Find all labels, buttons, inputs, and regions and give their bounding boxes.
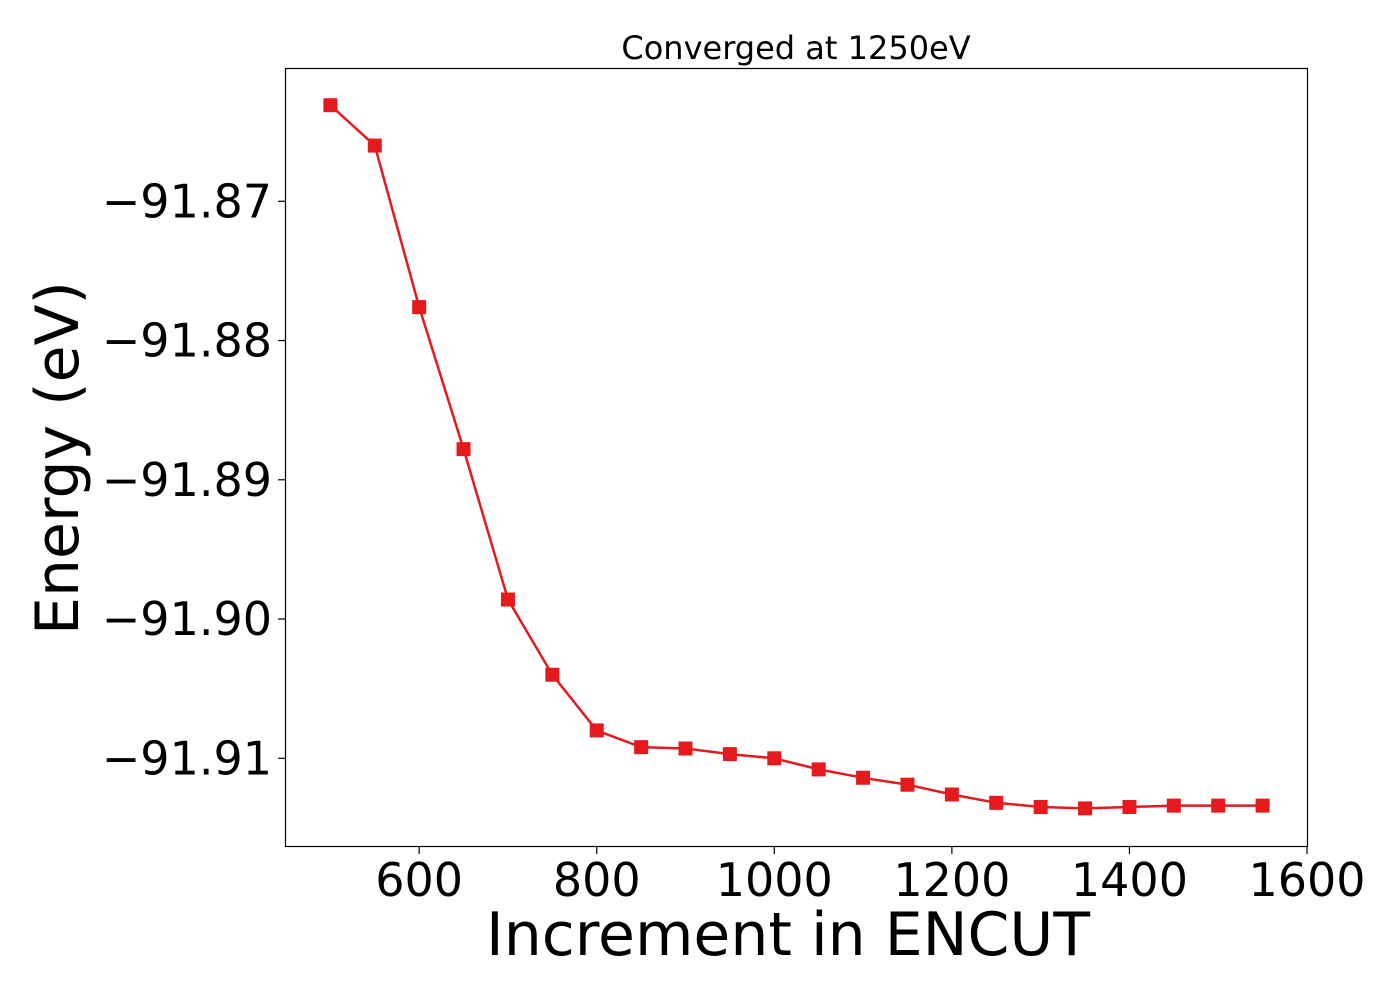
data-point [1166,798,1181,813]
x-axis-label: Increment in ENCUT [486,900,1090,970]
data-point [678,741,693,756]
x-tick-label: 1200 [893,853,1010,907]
x-tick-label: 600 [375,853,463,907]
data-point [634,740,649,755]
plot-area [323,98,1270,816]
data-point [323,98,338,113]
data-point [767,751,782,766]
chart-title: Converged at 1250eV [621,29,970,67]
data-point [722,747,737,762]
data-point [456,442,471,457]
y-tick-label: −91.89 [102,453,272,507]
y-tick-label: −91.91 [102,731,272,785]
data-point [989,795,1004,810]
data-point [589,723,604,738]
x-tick-label: 1000 [716,853,833,907]
series-line [329,104,1263,810]
data-point [944,787,959,802]
y-tick-label: −91.88 [102,314,272,368]
y-tick-label: −91.87 [102,174,272,228]
data-point [412,300,427,315]
x-tick-label: 800 [553,853,641,907]
data-point [856,770,871,785]
x-tick-label: 1600 [1248,853,1365,907]
data-point [900,777,915,792]
data-point [1033,800,1048,815]
y-tick-label: −91.90 [102,592,272,646]
data-point [367,138,382,153]
data-point [811,762,826,777]
y-axis-label: Energy (eV) [23,281,93,635]
x-tick-label: 1400 [1071,853,1188,907]
data-point [1211,798,1226,813]
y-axis: −91.87 −91.88 −91.89 −91.90 −91.91 [102,174,286,785]
data-point [500,592,515,607]
x-axis: 600 800 1000 1200 1400 1600 [375,846,1366,907]
data-point [1078,801,1093,816]
data-point [1255,798,1270,813]
data-point [1122,800,1137,815]
plot-frame [284,67,1309,848]
data-point [545,667,560,682]
